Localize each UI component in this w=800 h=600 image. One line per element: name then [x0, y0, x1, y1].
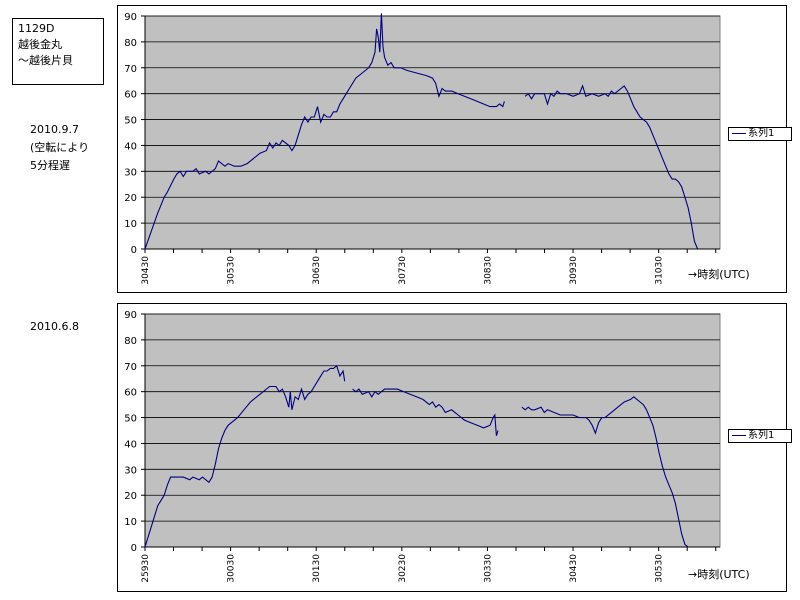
train-number: 1129D: [18, 22, 55, 35]
note-reason-top: (空転により: [30, 141, 90, 154]
series-line: [352, 388, 499, 436]
series-line: [144, 13, 505, 250]
series-line: [521, 396, 689, 548]
series-line: [524, 84, 699, 250]
x-tick-label: 30630: [312, 256, 322, 285]
plot-area: [144, 15, 721, 250]
x-tick-label: 30730: [398, 256, 408, 285]
x-tick-label: 30330: [483, 554, 493, 583]
x-tick-label: 30530: [655, 554, 665, 583]
y-tick-label: 0: [131, 245, 137, 256]
x-tick-label: 30030: [227, 554, 237, 583]
speed-chart-top: 0 10 20 30 40 50 60 70 80 90 30430 30530 30630 30730 3…: [124, 12, 721, 285]
legend-label: 系列1: [748, 128, 775, 139]
note-date-bottom: 2010.6.8: [30, 320, 79, 333]
train-info-box: 1129D 越後金丸 ～越後片貝: [12, 18, 104, 85]
y-tick-label: 70: [124, 362, 137, 373]
y-tick-label: 50: [124, 414, 137, 425]
speed-chart-bottom: 0 10 20 30 40 50 60 70 80 90 25930 30030 30130 30230 3…: [124, 310, 721, 583]
legend-label: 系列1: [748, 430, 775, 441]
note-delay-top: 5分程遅: [30, 159, 70, 172]
x-tick-label: 31030: [655, 256, 665, 285]
train-origin: 越後金丸: [18, 38, 62, 51]
x-tick-label: 30930: [569, 256, 579, 285]
x-tick-label: 25930: [141, 554, 151, 583]
y-tick-label: 80: [124, 336, 137, 347]
x-tick-label: 30830: [483, 256, 493, 285]
x-tick-label: 30530: [227, 256, 237, 285]
y-tick-label: 50: [124, 116, 137, 127]
y-tick-label: 30: [124, 167, 137, 178]
y-tick-label: 60: [124, 90, 137, 101]
plot-area: [144, 313, 721, 548]
x-axis-title-top: →時刻(UTC): [688, 268, 750, 281]
y-tick-label: 90: [124, 12, 137, 23]
legend-line-swatch: [732, 132, 746, 134]
y-tick-label: 20: [124, 491, 137, 502]
y-tick-label: 60: [124, 388, 137, 399]
y-tick-label: 10: [124, 517, 137, 528]
y-tick-label: 20: [124, 193, 137, 204]
train-destination: ～越後片貝: [18, 54, 73, 67]
legend-bottom: 系列1: [728, 429, 792, 443]
x-tick-label: 30230: [398, 554, 408, 583]
x-axis-title-bottom: →時刻(UTC): [688, 568, 750, 581]
y-tick-label: 0: [131, 543, 137, 554]
x-tick-label: 30430: [569, 554, 579, 583]
y-tick-label: 90: [124, 310, 137, 321]
y-tick-label: 30: [124, 465, 137, 476]
series-line: [144, 364, 346, 548]
y-tick-label: 40: [124, 439, 137, 450]
y-tick-label: 70: [124, 64, 137, 75]
x-tick-label: 30130: [312, 554, 322, 583]
legend-line-swatch: [732, 434, 746, 436]
note-date-top: 2010.9.7: [30, 123, 79, 136]
y-tick-label: 40: [124, 141, 137, 152]
x-tick-label: 30430: [141, 256, 151, 285]
y-tick-label: 10: [124, 219, 137, 230]
legend-top: 系列1: [728, 127, 792, 141]
y-tick-label: 80: [124, 38, 137, 49]
